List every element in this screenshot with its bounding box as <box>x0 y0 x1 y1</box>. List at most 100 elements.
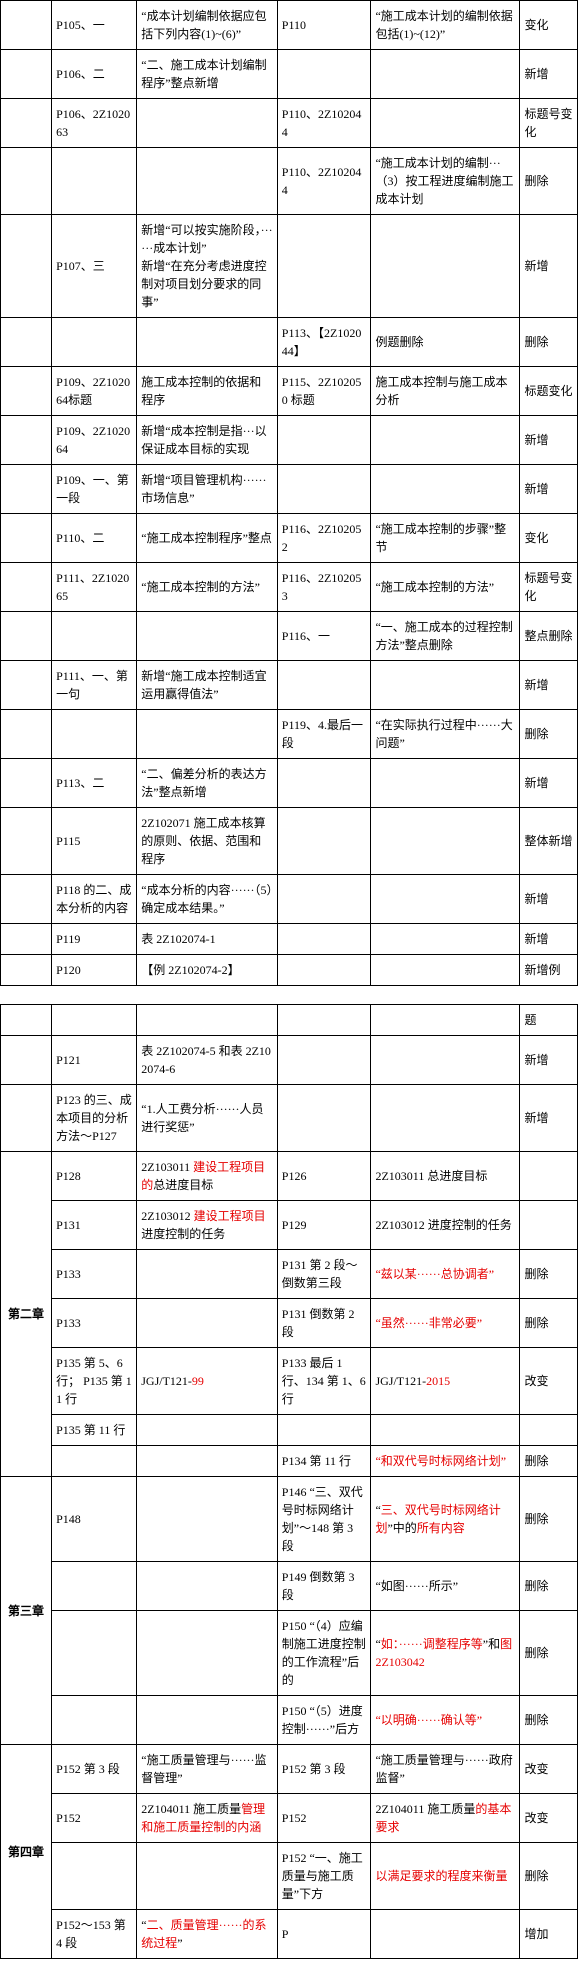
cell-c2 <box>137 1562 278 1611</box>
cell-c1: P110、二 <box>52 514 137 563</box>
table-row: P135 第 5、6 行； P135 第 11 行JGJ/T121-99P133… <box>1 1348 578 1415</box>
cell-c3 <box>277 1085 371 1152</box>
chapter-cell <box>1 661 52 710</box>
cell-c1 <box>52 1611 137 1696</box>
cell-c5: 新增 <box>520 465 578 514</box>
cell-c1: P106、二 <box>52 50 137 99</box>
cell-c2: “施工成本控制程序”整点 <box>137 514 278 563</box>
cell-c2 <box>137 1250 278 1299</box>
chapter-cell <box>1 808 52 875</box>
cell-c3: P116、2Z102052 <box>277 514 371 563</box>
cell-c4: 以满足要求的程度来衡量 <box>371 1843 520 1910</box>
cell-c5: 删除 <box>520 1477 578 1562</box>
cell-c1: P131 <box>52 1201 137 1250</box>
cell-c3: P131 第 2 段～倒数第三段 <box>277 1250 371 1299</box>
cell-c5: 删除 <box>520 1843 578 1910</box>
cell-c4 <box>371 99 520 148</box>
cell-c3 <box>277 924 371 955</box>
table-row: 第四章P152 第 3 段“施工质量管理与······监督管理”P152 第 3… <box>1 1745 578 1794</box>
cell-c2: 【例 2Z102074-2】 <box>137 955 278 986</box>
cell-c4: 施工成本控制与施工成本分析 <box>371 367 520 416</box>
cell-c3: P116、2Z102053 <box>277 563 371 612</box>
cell-c3 <box>277 465 371 514</box>
cell-c5 <box>520 1415 578 1446</box>
cell-c3: P119、4.最后一段 <box>277 710 371 759</box>
cell-c4 <box>371 1085 520 1152</box>
cell-c3: P134 第 11 行 <box>277 1446 371 1477</box>
cell-c2 <box>137 1415 278 1446</box>
cell-c4: “施工成本控制的步骤”整节 <box>371 514 520 563</box>
cell-c3: P110 <box>277 1 371 50</box>
cell-c2 <box>137 1696 278 1745</box>
cell-c1 <box>52 1005 137 1036</box>
cell-c4: JGJ/T121-2015 <box>371 1348 520 1415</box>
cell-c2: “成本计划编制依据应包括下列内容(1)~(6)” <box>137 1 278 50</box>
cell-c4: “一、施工成本的过程控制方法”整点删除 <box>371 612 520 661</box>
table-row: P134 第 11 行“和双代号时标网络计划”删除 <box>1 1446 578 1477</box>
cell-c4 <box>371 1005 520 1036</box>
cell-c3 <box>277 50 371 99</box>
table-row: P109、2Z102064标题施工成本控制的依据和程序P115、2Z102050… <box>1 367 578 416</box>
cell-c2: “二、质量管理······的系统过程” <box>137 1910 278 1959</box>
cell-c5: 删除 <box>520 1250 578 1299</box>
chapter-cell <box>1 50 52 99</box>
chapter-cell <box>1 215 52 318</box>
cell-c1 <box>52 1562 137 1611</box>
cell-c5: 整点删除 <box>520 612 578 661</box>
cell-c3: P110、2Z102044 <box>277 99 371 148</box>
chapter-cell <box>1 1005 52 1036</box>
table-row: 第二章P1282Z103011 建设工程项目的总进度目标P1262Z103011… <box>1 1152 578 1201</box>
cell-c4: 2Z104011 施工质量的基本要求 <box>371 1794 520 1843</box>
cell-c3 <box>277 875 371 924</box>
cell-c3: P150 “（5）进度控制······”后方 <box>277 1696 371 1745</box>
cell-c4: “在实际执行过程中······大问题” <box>371 710 520 759</box>
cell-c3 <box>277 1036 371 1085</box>
table-row: P113、二“二、偏差分析的表达方法”整点新增新增 <box>1 759 578 808</box>
cell-c5: 新增 <box>520 1036 578 1085</box>
cell-c3: P150 “（4）应编制施工进度控制的工作流程”后的 <box>277 1611 371 1696</box>
cell-c5: 变化 <box>520 514 578 563</box>
chapter-cell <box>1 514 52 563</box>
cell-c5: 新增 <box>520 759 578 808</box>
cell-c4 <box>371 875 520 924</box>
cell-c5: 改变 <box>520 1794 578 1843</box>
cell-c3 <box>277 661 371 710</box>
cell-c1: P106、2Z102063 <box>52 99 137 148</box>
cell-c3: P110、2Z102044 <box>277 148 371 215</box>
chapter-cell: 第三章 <box>1 1477 52 1745</box>
cell-c4 <box>371 661 520 710</box>
cell-c4 <box>371 808 520 875</box>
cell-c2 <box>137 1299 278 1348</box>
table-row: P120【例 2Z102074-2】新增例 <box>1 955 578 986</box>
cell-c1: P152～153 第 4 段 <box>52 1910 137 1959</box>
table-row: P106、2Z102063P110、2Z102044标题号变化 <box>1 99 578 148</box>
cell-c5: 新增例 <box>520 955 578 986</box>
cell-c4: 2Z103011 总进度目标 <box>371 1152 520 1201</box>
cell-c3 <box>277 955 371 986</box>
cell-c1: P105、一 <box>52 1 137 50</box>
cell-c5: 变化 <box>520 1 578 50</box>
table-row: P109、一、第一段新增“项目管理机构······市场信息”新增 <box>1 465 578 514</box>
cell-c2 <box>137 1477 278 1562</box>
cell-c4 <box>371 955 520 986</box>
table-row: P135 第 11 行 <box>1 1415 578 1446</box>
cell-c3: P133 最后 1 行、134 第 1、6 行 <box>277 1348 371 1415</box>
cell-c2: 新增“施工成本控制适宜运用赢得值法” <box>137 661 278 710</box>
cell-c3: P <box>277 1910 371 1959</box>
table-row: P1312Z103012 建设工程项目进度控制的任务P1292Z103012 进… <box>1 1201 578 1250</box>
table-row: P149 倒数第 3 段“如图······所示”删除 <box>1 1562 578 1611</box>
cell-c2: “施工质量管理与······监督管理” <box>137 1745 278 1794</box>
chapter-cell <box>1 563 52 612</box>
cell-c5: 删除 <box>520 1696 578 1745</box>
cell-c1: P119 <box>52 924 137 955</box>
cell-c4: “兹以某······总协调者” <box>371 1250 520 1299</box>
cell-c1: P111、2Z102065 <box>52 563 137 612</box>
cell-c2 <box>137 612 278 661</box>
cell-c2: JGJ/T121-99 <box>137 1348 278 1415</box>
table-row: P111、一、第一句新增“施工成本控制适宜运用赢得值法”新增 <box>1 661 578 710</box>
cell-c5: 删除 <box>520 1611 578 1696</box>
cell-c1: P135 第 11 行 <box>52 1415 137 1446</box>
chapter-cell: 第四章 <box>1 1745 52 1959</box>
table-row: P1522Z104011 施工质量管理和施工质量控制的内涵P1522Z10401… <box>1 1794 578 1843</box>
cell-c1: P109、2Z102064 <box>52 416 137 465</box>
